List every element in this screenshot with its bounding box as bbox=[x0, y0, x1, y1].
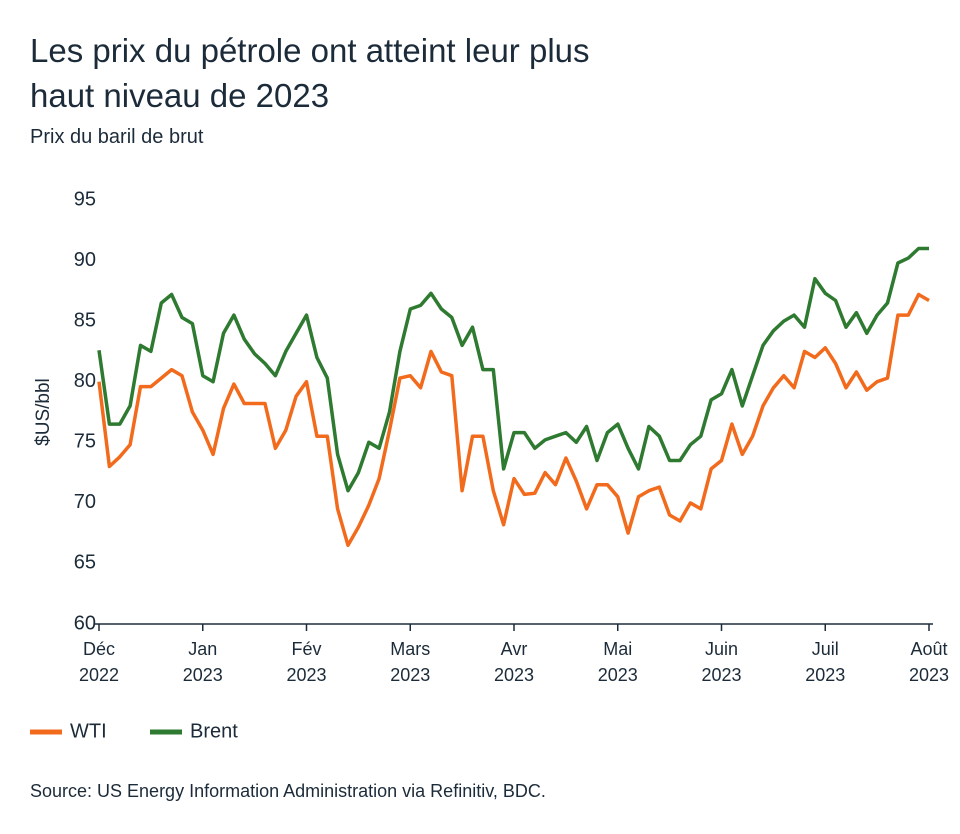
y-tick-label: 80 bbox=[74, 370, 96, 392]
chart-title: Les prix du pétrole ont atteint leur plu… bbox=[30, 32, 590, 114]
legend-label: Brent bbox=[190, 720, 238, 742]
y-axis-label: $US/bbl bbox=[33, 378, 54, 446]
chart-subtitle: Prix du baril de brut bbox=[30, 126, 204, 148]
x-tick-label: Août 2023 bbox=[909, 639, 949, 685]
y-tick-label: 75 bbox=[74, 431, 96, 453]
y-tick-label: 70 bbox=[74, 491, 96, 513]
x-tick-label: Déc 2022 bbox=[79, 639, 119, 685]
y-tick-label: 95 bbox=[74, 188, 96, 210]
source: Source: US Energy Information Administra… bbox=[30, 781, 546, 801]
y-tick-label: 60 bbox=[74, 612, 96, 634]
line-series bbox=[97, 292, 930, 548]
y-tick-label: 85 bbox=[74, 309, 96, 331]
y-tick-label: 90 bbox=[74, 249, 96, 271]
x-tick-label: Mars 2023 bbox=[390, 639, 430, 685]
x-tick-label: Avr 2023 bbox=[494, 639, 534, 685]
x-tick-label: Jan 2023 bbox=[183, 639, 223, 685]
line-series bbox=[97, 246, 929, 493]
x-tick-label: Fév 2023 bbox=[286, 639, 326, 685]
x-tick-label: Mai 2023 bbox=[598, 639, 638, 685]
y-tick-label: 65 bbox=[74, 552, 96, 574]
legend-label: WTI bbox=[70, 720, 107, 742]
x-tick-label: Juil 2023 bbox=[805, 639, 845, 685]
x-tick-label: Juin 2023 bbox=[701, 639, 741, 685]
